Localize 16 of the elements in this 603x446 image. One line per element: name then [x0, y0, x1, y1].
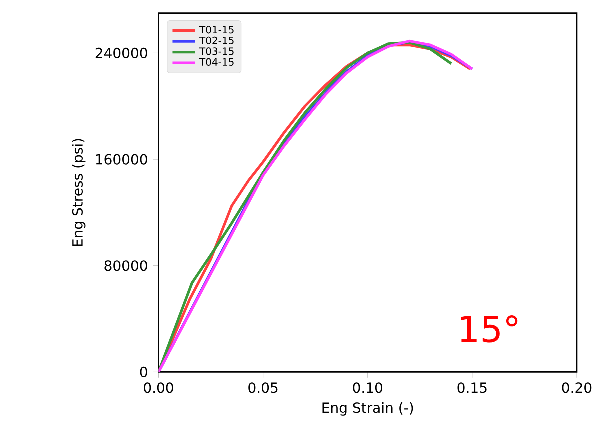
y-tick-label: 80000: [104, 260, 148, 272]
legend-label: T01-15: [199, 26, 234, 34]
y-tick-label: 0: [140, 366, 148, 378]
x-tick-label: 0.15: [458, 382, 487, 394]
annotation: 15°: [461, 315, 518, 343]
y-tick-label: 160000: [96, 154, 148, 165]
x-axis-title: Eng Strain (-): [322, 402, 414, 416]
x-tick-label: 0.10: [353, 382, 383, 394]
y-tick-label: 240000: [96, 48, 148, 58]
x-tick-label: 0.20: [562, 382, 592, 394]
legend-label: T02-15: [199, 36, 234, 44]
y-axis-title: Eng Stress (psi): [72, 139, 86, 246]
x-tick-label: 0.05: [248, 382, 278, 394]
legend-label: T04-15: [199, 58, 234, 66]
legend-label: T03-15: [199, 48, 234, 56]
x-tick-label: 0.00: [144, 382, 174, 394]
